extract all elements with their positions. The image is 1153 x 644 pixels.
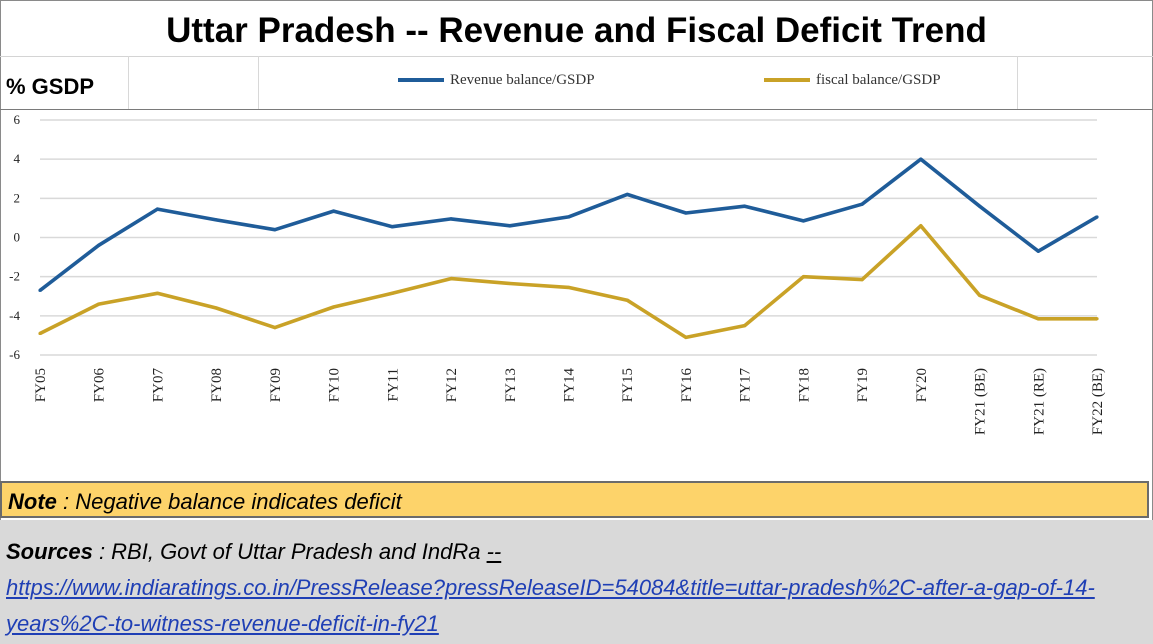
x-tick-label: FY05 bbox=[33, 368, 49, 402]
data-point-fiscal bbox=[155, 291, 160, 295]
cell-divider bbox=[258, 56, 259, 109]
data-point-fiscal bbox=[919, 224, 923, 228]
y-tick-label: 4 bbox=[14, 151, 21, 166]
data-point-revenue bbox=[625, 192, 629, 197]
data-point-fiscal bbox=[273, 325, 277, 330]
data-point-fiscal bbox=[332, 305, 336, 309]
x-tick-label: FY21 (BE) bbox=[973, 368, 989, 435]
data-point-revenue bbox=[97, 243, 101, 247]
chart-title: Uttar Pradesh -- Revenue and Fiscal Defi… bbox=[0, 0, 1153, 57]
series-line-revenue bbox=[38, 157, 1098, 292]
data-point-fiscal bbox=[684, 335, 688, 339]
data-point-revenue bbox=[1036, 249, 1040, 253]
series-line-fiscal bbox=[39, 224, 1097, 340]
data-point-fiscal bbox=[743, 324, 747, 328]
x-tick-label: FY21 (RE) bbox=[1031, 368, 1047, 435]
data-point-revenue bbox=[449, 217, 453, 221]
y-tick-label: -2 bbox=[9, 269, 20, 284]
x-tick-label: FY20 bbox=[914, 368, 930, 402]
data-point-revenue bbox=[332, 209, 336, 213]
x-tick-label: FY18 bbox=[796, 368, 812, 402]
y-tick-label: 0 bbox=[14, 230, 21, 245]
data-point-revenue bbox=[566, 215, 571, 219]
legend-swatch-revenue bbox=[398, 78, 444, 82]
data-point-revenue bbox=[508, 224, 512, 228]
y-axis-unit-label: % GSDP bbox=[6, 74, 95, 99]
y-tick-label: -4 bbox=[9, 308, 20, 323]
data-point-fiscal bbox=[566, 285, 571, 290]
legend-swatch-fiscal bbox=[764, 78, 810, 82]
sources-dashes: -- bbox=[486, 539, 502, 564]
x-tick-label: FY10 bbox=[327, 368, 343, 402]
x-tick-label: FY19 bbox=[855, 368, 871, 402]
legend-item-fiscal: fiscal balance/GSDP bbox=[764, 70, 941, 90]
x-tick-label: FY07 bbox=[150, 368, 166, 403]
x-tick-label: FY06 bbox=[92, 368, 108, 403]
cell-divider bbox=[1017, 56, 1018, 109]
sources-text: : RBI, Govt of Uttar Pradesh and IndRa bbox=[92, 539, 487, 564]
data-point-revenue bbox=[801, 219, 805, 223]
legend-row bbox=[0, 56, 1153, 110]
data-point-fiscal bbox=[38, 331, 42, 336]
data-point-fiscal bbox=[860, 278, 864, 282]
data-point-revenue bbox=[684, 211, 688, 215]
data-point-revenue bbox=[273, 228, 277, 232]
sources-panel: Sources : RBI, Govt of Uttar Pradesh and… bbox=[0, 520, 1153, 644]
data-point-revenue bbox=[390, 225, 394, 229]
data-point-fiscal bbox=[97, 302, 101, 306]
x-tick-label: FY08 bbox=[209, 368, 225, 402]
x-tick-label: FY13 bbox=[503, 368, 519, 402]
note-text: : Negative balance indicates deficit bbox=[56, 489, 402, 514]
data-point-fiscal bbox=[977, 293, 982, 297]
data-point-revenue bbox=[919, 157, 923, 161]
x-tick-label: FY17 bbox=[738, 368, 754, 403]
x-tick-label: FY12 bbox=[444, 368, 460, 402]
data-point-fiscal bbox=[390, 291, 394, 295]
note-bar: Note : Negative balance indicates defici… bbox=[0, 481, 1149, 518]
legend-label-fiscal: fiscal balance/GSDP bbox=[816, 71, 941, 88]
legend-label-revenue: Revenue balance/GSDP bbox=[450, 71, 595, 88]
source-url-link[interactable]: https://www.indiaratings.co.in/PressRele… bbox=[6, 575, 1095, 636]
data-point-revenue bbox=[38, 288, 42, 292]
y-tick-label: 2 bbox=[14, 190, 21, 205]
data-point-fiscal bbox=[1095, 317, 1099, 321]
x-tick-label: FY14 bbox=[562, 368, 578, 403]
data-point-revenue bbox=[214, 218, 218, 222]
data-point-revenue bbox=[155, 207, 160, 211]
data-point-fiscal bbox=[625, 298, 629, 302]
x-tick-label: FY15 bbox=[620, 368, 636, 402]
sources-label: Sources bbox=[6, 539, 93, 564]
line-chart: 6 4 2 0 -2 -4 -6 FY05 FY06 FY07 FY08 FY09 FY10 FY11 FY… bbox=[9, 112, 1106, 435]
y-tick-label: 6 bbox=[14, 112, 21, 127]
data-point-fiscal bbox=[1036, 317, 1040, 321]
x-tick-label: FY16 bbox=[679, 368, 695, 403]
cell-divider bbox=[128, 56, 129, 109]
data-point-fiscal bbox=[801, 275, 805, 279]
data-point-revenue bbox=[1095, 215, 1099, 219]
legend-item-revenue: Revenue balance/GSDP bbox=[398, 70, 595, 90]
note-label: Note bbox=[8, 489, 57, 514]
data-point-revenue bbox=[977, 204, 982, 208]
data-point-fiscal bbox=[449, 277, 453, 281]
data-point-fiscal bbox=[508, 281, 512, 286]
data-point-fiscal bbox=[214, 306, 218, 310]
x-tick-label: FY11 bbox=[385, 368, 401, 402]
y-tick-label: -6 bbox=[9, 347, 20, 362]
x-tick-label: FY22 (BE) bbox=[1090, 368, 1106, 435]
x-tick-label: FY09 bbox=[268, 368, 284, 402]
data-point-revenue bbox=[860, 202, 864, 206]
data-point-revenue bbox=[743, 204, 747, 208]
